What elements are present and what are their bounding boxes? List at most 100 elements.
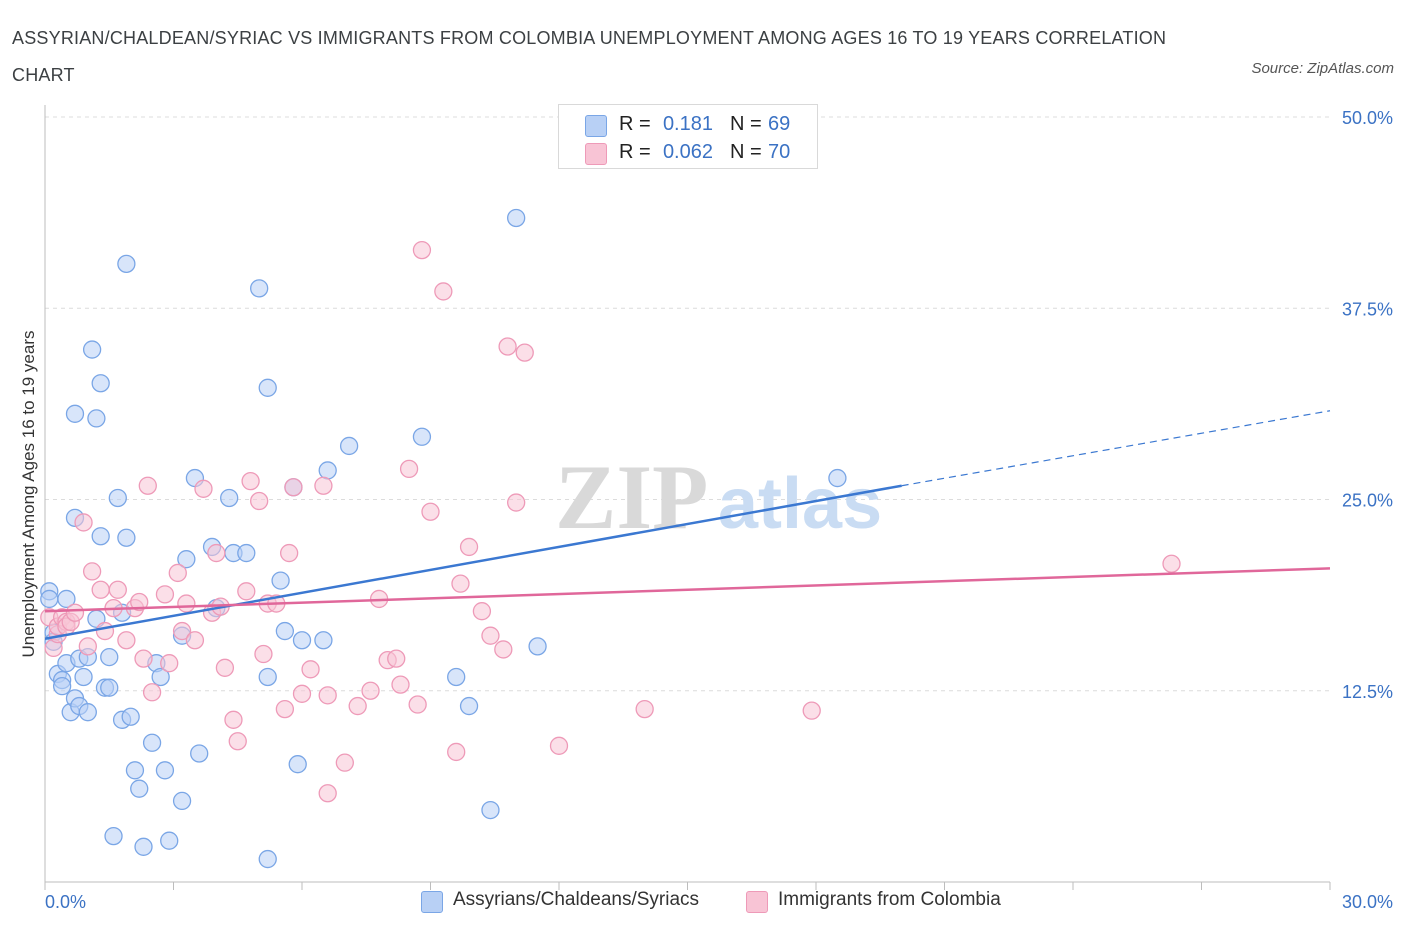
data-point-colombia bbox=[241, 471, 260, 491]
data-point-assyrians bbox=[271, 571, 290, 590]
stats-legend: R = 0.181 N = 69 R = 0.062 N = 70 bbox=[558, 104, 818, 169]
data-point-assyrians bbox=[134, 837, 153, 856]
trend-line-assyrians bbox=[44, 484, 902, 640]
data-point-assyrians bbox=[481, 800, 500, 820]
legend-r-label: R = bbox=[619, 113, 651, 135]
data-point-colombia bbox=[117, 631, 136, 650]
chart-source: Source: ZipAtlas.com bbox=[1251, 60, 1394, 77]
data-point-colombia bbox=[459, 537, 479, 557]
data-point-colombia bbox=[134, 649, 153, 668]
data-point-colombia bbox=[237, 582, 256, 601]
data-point-assyrians bbox=[117, 254, 136, 274]
data-point-colombia bbox=[108, 580, 127, 599]
data-point-colombia bbox=[279, 543, 299, 563]
series-colombia-points bbox=[40, 240, 1181, 803]
data-point-colombia bbox=[215, 658, 235, 677]
data-point-colombia bbox=[82, 562, 102, 581]
axes bbox=[44, 105, 1331, 890]
data-point-assyrians bbox=[100, 647, 119, 667]
data-point-colombia bbox=[434, 282, 453, 301]
legend-n-value: 70 bbox=[768, 141, 791, 163]
data-point-colombia bbox=[91, 580, 110, 599]
data-point-colombia bbox=[275, 699, 295, 719]
data-point-colombia bbox=[301, 660, 320, 679]
data-point-colombia bbox=[348, 696, 367, 716]
data-point-colombia bbox=[284, 478, 303, 497]
data-point-colombia bbox=[412, 240, 432, 260]
data-point-colombia bbox=[314, 476, 333, 495]
data-point-colombia bbox=[549, 736, 569, 755]
y-tick-label: 12.5% bbox=[1342, 682, 1393, 702]
legend-n-value: 69 bbox=[768, 113, 791, 135]
data-point-colombia bbox=[65, 603, 85, 622]
data-point-assyrians bbox=[412, 427, 432, 446]
data-point-colombia bbox=[224, 710, 243, 729]
data-point-assyrians bbox=[250, 279, 269, 298]
data-point-colombia bbox=[172, 621, 192, 641]
legend-n-label: N = bbox=[730, 141, 762, 163]
data-point-colombia bbox=[250, 491, 269, 511]
data-point-colombia bbox=[421, 502, 440, 521]
watermark-zip: ZIP bbox=[555, 446, 708, 548]
data-point-colombia bbox=[194, 479, 213, 498]
data-point-colombia bbox=[507, 493, 526, 512]
data-point-colombia bbox=[472, 602, 492, 621]
data-point-assyrians bbox=[52, 677, 72, 696]
data-point-assyrians bbox=[459, 696, 479, 716]
data-point-assyrians bbox=[318, 461, 337, 480]
data-point-assyrians bbox=[190, 744, 209, 763]
data-point-colombia bbox=[160, 654, 179, 673]
data-point-assyrians bbox=[78, 703, 97, 722]
data-point-colombia bbox=[361, 681, 380, 700]
data-point-assyrians bbox=[121, 707, 140, 726]
data-point-assyrians bbox=[57, 589, 76, 609]
data-point-assyrians bbox=[65, 404, 85, 423]
legend-r-value: 0.181 bbox=[662, 113, 713, 135]
data-point-assyrians bbox=[258, 667, 277, 687]
trend-line-extension-assyrians bbox=[901, 410, 1331, 487]
data-point-colombia bbox=[802, 701, 821, 720]
data-point-assyrians bbox=[142, 733, 162, 752]
data-point-assyrians bbox=[160, 831, 179, 850]
data-point-assyrians bbox=[108, 488, 127, 508]
data-point-assyrians bbox=[172, 791, 192, 811]
legend-r-label: R = bbox=[619, 141, 651, 163]
data-point-assyrians bbox=[292, 631, 312, 650]
data-point-colombia bbox=[292, 684, 312, 703]
data-point-assyrians bbox=[130, 779, 149, 798]
chart-title: ASSYRIAN/CHALDEAN/SYRIAC VS IMMIGRANTS F… bbox=[12, 28, 1167, 85]
legend-swatch-pink bbox=[585, 143, 607, 165]
data-point-assyrians bbox=[220, 488, 239, 508]
data-point-assyrians bbox=[125, 761, 145, 780]
legend-n-label: N = bbox=[730, 113, 762, 135]
data-point-assyrians bbox=[74, 667, 93, 687]
data-point-colombia bbox=[254, 644, 273, 664]
data-point-assyrians bbox=[91, 527, 110, 546]
data-point-colombia bbox=[635, 699, 654, 719]
data-point-assyrians bbox=[275, 621, 295, 641]
data-point-colombia bbox=[168, 563, 187, 583]
y-tick-label: 25.0% bbox=[1342, 491, 1393, 511]
data-point-colombia bbox=[228, 732, 247, 751]
data-point-assyrians bbox=[258, 378, 277, 397]
data-point-colombia bbox=[515, 343, 534, 362]
data-point-assyrians bbox=[288, 755, 307, 774]
data-point-colombia bbox=[494, 640, 513, 659]
y-tick-label: 37.5% bbox=[1342, 299, 1393, 319]
data-point-assyrians bbox=[100, 678, 119, 697]
data-point-colombia bbox=[74, 513, 93, 532]
data-point-assyrians bbox=[87, 409, 106, 428]
data-point-assyrians bbox=[447, 667, 466, 687]
data-point-assyrians bbox=[828, 468, 847, 488]
trend-lines bbox=[44, 410, 1331, 640]
data-point-colombia bbox=[95, 621, 115, 641]
data-point-assyrians bbox=[237, 543, 256, 563]
data-point-assyrians bbox=[339, 436, 359, 456]
data-point-assyrians bbox=[91, 374, 110, 393]
data-point-colombia bbox=[130, 592, 149, 612]
data-point-assyrians bbox=[177, 550, 196, 569]
data-point-colombia bbox=[318, 686, 337, 705]
data-point-colombia bbox=[335, 753, 354, 772]
data-point-assyrians bbox=[40, 589, 59, 609]
data-point-colombia bbox=[498, 337, 517, 356]
